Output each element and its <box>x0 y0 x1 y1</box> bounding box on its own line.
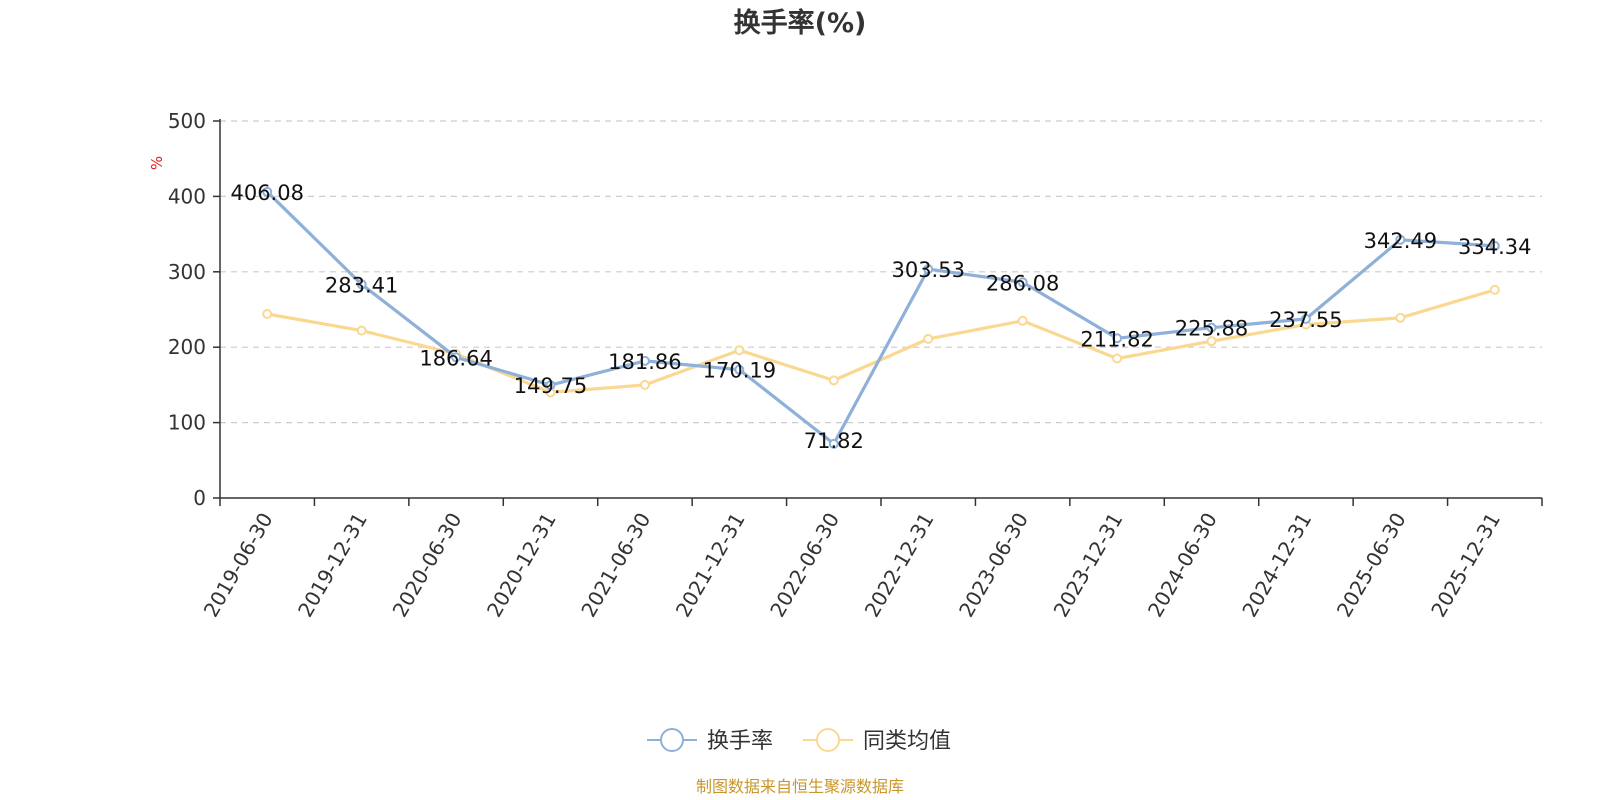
data-label-2021-12-31: 170.19 <box>703 359 776 383</box>
data-label-2021-06-30: 181.86 <box>608 350 681 374</box>
x-tick-label-2024-06-30: 2024-06-30 <box>1143 509 1222 622</box>
legend-label-换手率[interactable]: 换手率 <box>707 729 773 754</box>
x-tick-label-2023-12-31: 2023-12-31 <box>1048 509 1127 622</box>
data-point-换手率-2020-06-30[interactable] <box>451 352 462 363</box>
data-point-换手率-2019-06-30[interactable] <box>262 186 273 197</box>
x-tick-label-2019-12-31: 2019-12-31 <box>293 509 372 622</box>
x-tick-label-2020-12-31: 2020-12-31 <box>482 509 561 622</box>
data-point-同类均值-2024-06-30[interactable] <box>1206 336 1217 347</box>
x-tick-label-2019-06-30: 2019-06-30 <box>199 509 278 622</box>
data-point-换手率-2025-12-31[interactable] <box>1489 240 1500 251</box>
data-label-2023-12-31: 211.82 <box>1080 327 1153 351</box>
data-label-2020-12-31: 149.75 <box>514 374 587 398</box>
x-tick-label-2025-06-30: 2025-06-30 <box>1332 509 1411 622</box>
data-label-2022-06-30: 71.82 <box>804 429 864 453</box>
series-line-换手率 <box>265 190 1497 446</box>
x-tick-label-2021-06-30: 2021-06-30 <box>576 509 655 622</box>
chart-title: 换手率(%) <box>734 7 867 39</box>
y-tick-label-200: 200 <box>168 335 206 359</box>
data-label-2020-06-30: 186.64 <box>419 346 492 370</box>
data-point-换手率-2022-12-31[interactable] <box>923 264 934 275</box>
series-line-同类均值 <box>265 288 1497 394</box>
data-point-换手率-2023-12-31[interactable] <box>1112 333 1123 344</box>
data-label-2024-12-31: 237.55 <box>1269 308 1342 332</box>
data-point-同类均值-2023-12-31[interactable] <box>1112 353 1123 364</box>
x-tick-label-2025-12-31: 2025-12-31 <box>1426 509 1505 622</box>
x-tick-label-2021-12-31: 2021-12-31 <box>671 509 750 622</box>
data-point-同类均值-2025-06-30[interactable] <box>1395 312 1406 323</box>
data-label-2023-06-30: 286.08 <box>986 271 1059 295</box>
data-label-2019-12-31: 283.41 <box>325 273 398 297</box>
data-point-同类均值-2025-12-31[interactable] <box>1489 284 1500 295</box>
y-tick-label-500: 500 <box>168 109 206 133</box>
x-tick-label-2022-12-31: 2022-12-31 <box>860 509 939 622</box>
data-labels: 406.08 283.41 186.64 149.75 181.86 170.19 71.8… <box>230 181 1531 453</box>
data-point-换手率-2023-06-30[interactable] <box>1017 277 1028 288</box>
data-source-note: 制图数据来自恒生聚源数据库 <box>696 777 904 796</box>
data-label-2019-06-30: 406.08 <box>230 181 303 205</box>
legend[interactable]: 换手率 同类均值 <box>647 728 951 754</box>
data-point-同类均值-2021-06-30[interactable] <box>639 379 650 390</box>
legend-marker-换手率[interactable] <box>660 728 684 752</box>
data-point-同类均值-2022-12-31[interactable] <box>923 333 934 344</box>
x-tick-label-2020-06-30: 2020-06-30 <box>387 509 466 622</box>
data-point-同类均值-2019-12-31[interactable] <box>356 325 367 336</box>
data-point-换手率-2025-06-30[interactable] <box>1395 234 1406 245</box>
data-point-同类均值-2021-12-31[interactable] <box>734 345 745 356</box>
data-point-换手率-2021-06-30[interactable] <box>639 355 650 366</box>
data-point-换手率-2021-12-31[interactable] <box>734 364 745 375</box>
data-label-2025-12-31: 334.34 <box>1458 235 1531 259</box>
data-point-同类均值-2022-06-30[interactable] <box>828 375 839 386</box>
y-axis-unit-label: % <box>148 156 166 170</box>
data-label-2024-06-30: 225.88 <box>1175 317 1248 341</box>
data-point-换手率-2024-12-31[interactable] <box>1300 313 1311 324</box>
x-tick-label-2024-12-31: 2024-12-31 <box>1237 509 1316 622</box>
legend-marker-同类均值[interactable] <box>816 728 840 752</box>
y-tick-label-400: 400 <box>168 184 206 208</box>
x-tick-label-2022-06-30: 2022-06-30 <box>765 509 844 622</box>
x-tick-label-2023-06-30: 2023-06-30 <box>954 509 1033 622</box>
data-label-2025-06-30: 342.49 <box>1364 229 1437 253</box>
y-tick-label-100: 100 <box>168 411 206 435</box>
data-point-换手率-2024-06-30[interactable] <box>1206 322 1217 333</box>
grid-lines <box>220 120 1542 424</box>
series-lines <box>262 186 1500 449</box>
data-point-换手率-2019-12-31[interactable] <box>356 279 367 290</box>
data-point-同类均值-2019-06-30[interactable] <box>262 309 273 320</box>
data-point-换手率-2022-06-30[interactable] <box>828 438 839 449</box>
legend-label-同类均值[interactable]: 同类均值 <box>863 729 951 754</box>
y-tick-label-0: 0 <box>193 486 206 510</box>
data-label-2022-12-31: 303.53 <box>891 258 964 282</box>
data-point-换手率-2020-12-31[interactable] <box>545 380 556 391</box>
y-tick-label-300: 300 <box>168 260 206 284</box>
data-point-同类均值-2023-06-30[interactable] <box>1017 315 1028 326</box>
